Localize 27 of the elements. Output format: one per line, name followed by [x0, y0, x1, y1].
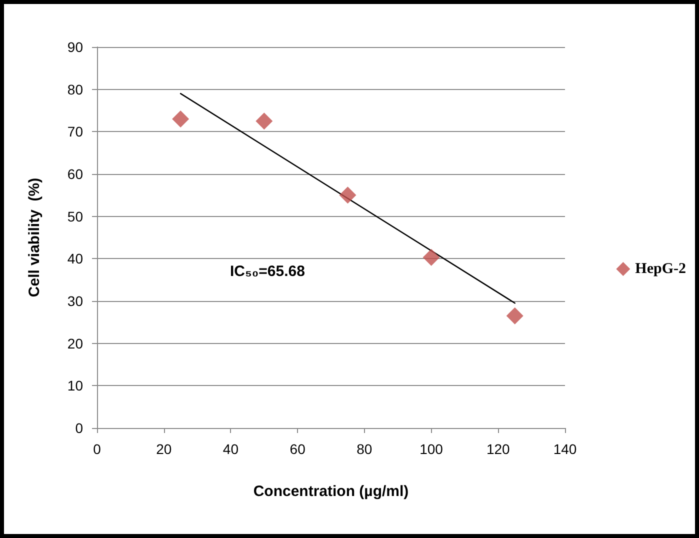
legend-label: HepG-2 [635, 261, 686, 277]
x-tick-label: 0 [93, 441, 102, 457]
point [172, 110, 190, 128]
y-tick-label: 40 [67, 250, 84, 267]
y-tick-label: 70 [67, 124, 84, 140]
point [506, 307, 524, 324]
x-axis-title: Concentration (µg/ml) [253, 483, 409, 500]
point [422, 248, 440, 266]
y-tick-label: 10 [67, 378, 84, 394]
y-axis-title: Cell viability (%) [26, 178, 43, 298]
x-tick-label: 20 [156, 441, 172, 457]
point [256, 112, 273, 130]
x-tick-label: 120 [486, 441, 510, 457]
x-tick-label: 60 [290, 441, 306, 457]
y-tick-label: 60 [67, 166, 84, 182]
y-tick-label: 90 [67, 39, 84, 55]
y-tick-label: 30 [67, 293, 84, 309]
point [339, 186, 356, 204]
y-tick-label: 50 [67, 208, 84, 224]
x-tick-label: 100 [420, 441, 444, 457]
y-tick-label: 0 [75, 420, 84, 436]
annotation: IC₅₀=65.68 [230, 263, 305, 280]
x-tick-label: 80 [356, 441, 372, 457]
y-tick-label: 20 [67, 335, 84, 352]
y-tick-label: 80 [67, 81, 84, 98]
x-tick-label: 40 [222, 441, 239, 457]
x-tick-label: 140 [553, 441, 577, 457]
